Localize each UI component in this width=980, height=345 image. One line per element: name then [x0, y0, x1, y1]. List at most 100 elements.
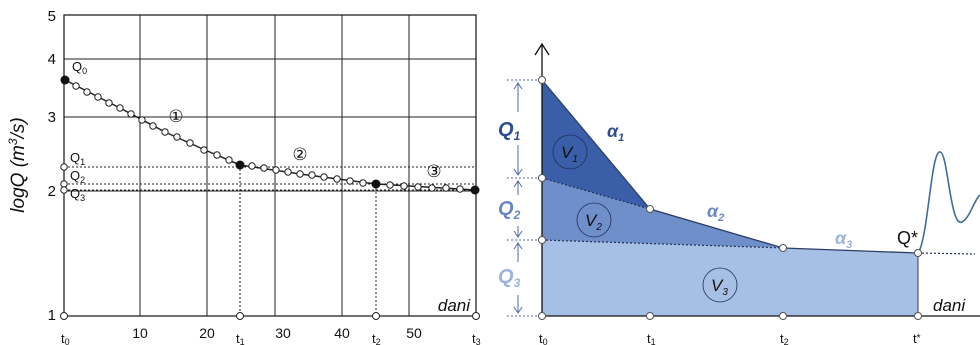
alpha3-label: α3 — [835, 228, 852, 251]
y-tick-1: 1 — [48, 307, 56, 324]
segment-label-1: ① — [168, 107, 183, 126]
v2-circle — [576, 202, 612, 238]
right-diagram: V1 V2 V3 Q1 Q2 Q3 α1 α2 α3 Q* dani t0 t1… — [498, 42, 980, 345]
curve-point — [359, 179, 367, 187]
curve-point — [414, 183, 422, 191]
right-t-star-label: t* — [913, 331, 921, 345]
v-circles — [552, 134, 738, 303]
q0-label: Q0 — [72, 59, 87, 76]
y-axis-label: logQ (m3/s) — [6, 117, 29, 212]
y-tick-4: 4 — [48, 51, 56, 68]
x-tick-20: 20 — [199, 325, 215, 341]
break-point-q0 — [60, 75, 70, 85]
alpha2-label: α2 — [707, 201, 724, 224]
x-tick-labels: 10 20 30 40 50 — [132, 325, 422, 341]
curve-point — [138, 116, 146, 124]
curve-point — [308, 171, 316, 179]
recession-curve — [64, 79, 476, 191]
break-point-t3 — [470, 185, 480, 195]
curve-point — [456, 185, 464, 193]
vertical-grid — [139, 15, 410, 316]
curve-point — [72, 82, 80, 90]
curve-point — [284, 168, 292, 176]
segment-label-3: ③ — [426, 162, 441, 181]
marker-q-star — [914, 249, 922, 257]
q1-label: Q1 — [70, 150, 85, 167]
volume-separators — [541, 177, 976, 255]
dotted-guides — [64, 165, 476, 316]
curve-point — [296, 170, 304, 178]
x-tick-40: 40 — [334, 325, 350, 341]
curve-point — [272, 166, 280, 174]
x-marker-t2 — [372, 312, 380, 320]
segment-label-2: ② — [292, 145, 307, 164]
right-t-labels: t0 t1 t2 t* — [539, 331, 921, 345]
q2-label: Q2 — [70, 168, 85, 185]
left-chart: ① ② ③ Q0 Q1 Q2 Q3 5 4 3 2 1 logQ (m3/s) … — [6, 8, 481, 345]
curve-point — [161, 128, 169, 136]
y-marker-q1 — [60, 163, 68, 171]
y-tick-labels: 5 4 3 2 1 — [48, 8, 56, 324]
curve-point — [105, 99, 113, 107]
y-marker-q2 — [60, 180, 68, 188]
marker-q2q3 — [538, 236, 546, 244]
curve-point — [127, 110, 135, 118]
curve-point — [260, 164, 268, 172]
y-tick-3: 3 — [48, 109, 56, 126]
break-points — [60, 75, 480, 195]
marker-q-top — [538, 76, 546, 84]
q-star-label: Q* — [897, 228, 918, 248]
marker-t0 — [538, 312, 546, 320]
marker-q1q2 — [538, 174, 546, 182]
alpha1-label: α1 — [607, 121, 624, 144]
axis-markers — [60, 163, 480, 320]
left-t2-label: t2 — [372, 331, 381, 345]
curve-point — [248, 162, 256, 170]
curve-points — [72, 82, 464, 193]
plot-frame — [63, 14, 477, 317]
y-tick-2: 2 — [48, 183, 56, 200]
left-t0-label: t0 — [61, 331, 70, 345]
v1-circle — [552, 134, 588, 170]
y-marker-q3 — [60, 186, 68, 194]
curve-point — [116, 104, 124, 112]
q3-label: Q3 — [70, 186, 85, 203]
left-t3-label: t3 — [472, 331, 481, 345]
break-point-t1 — [235, 160, 245, 170]
right-markers — [538, 76, 922, 320]
curve-point — [94, 93, 102, 101]
x-tick-30: 30 — [275, 325, 291, 341]
marker-t-star — [914, 312, 922, 320]
v3-label: V3 — [711, 276, 728, 298]
curve-point — [200, 146, 208, 154]
right-t1-label: t1 — [647, 331, 656, 345]
curve-point — [213, 151, 221, 159]
v1-label: V1 — [561, 143, 578, 165]
right-t0-label: t0 — [539, 331, 548, 345]
left-t-labels: t0 t1 t2 t3 — [61, 331, 481, 345]
curve-point — [346, 177, 354, 185]
recession-outline — [541, 79, 919, 254]
marker-t1 — [646, 312, 654, 320]
x-marker-t1 — [236, 312, 244, 320]
new-hydrograph-wave — [917, 151, 980, 254]
curve-point — [173, 133, 181, 141]
right-q3-label: Q3 — [498, 266, 521, 290]
curve-point — [428, 184, 436, 192]
marker-t2 — [779, 312, 787, 320]
curve-point — [186, 139, 194, 147]
right-t2-label: t2 — [780, 331, 789, 345]
horizontal-grid — [64, 58, 476, 192]
curve-point — [400, 182, 408, 190]
curve-point — [83, 88, 91, 96]
q-brackets — [507, 79, 542, 317]
y-axis-arrow — [534, 42, 550, 56]
marker-break-1 — [646, 205, 654, 213]
x-tick-10: 10 — [132, 325, 148, 341]
curve-point — [225, 156, 233, 164]
curve-point — [442, 184, 450, 192]
x-marker-t3 — [472, 312, 480, 320]
v3-area — [542, 240, 918, 316]
curve-point — [333, 175, 341, 183]
